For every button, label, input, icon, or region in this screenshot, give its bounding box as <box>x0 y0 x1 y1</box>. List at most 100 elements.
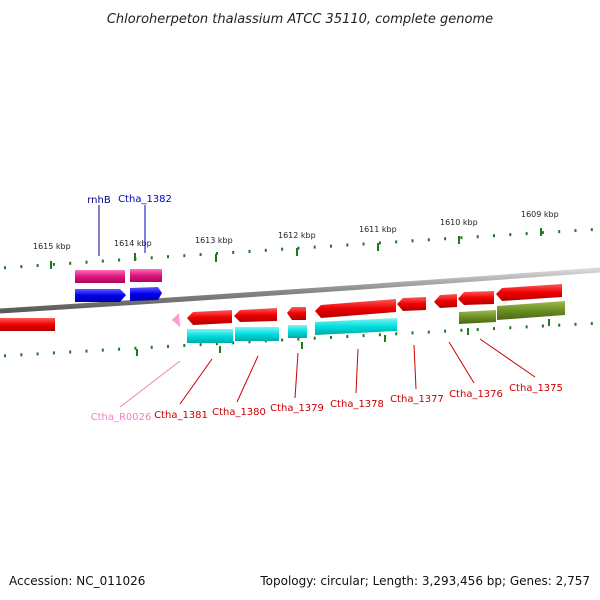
inner-dot-19 <box>313 336 316 340</box>
inner-dot-24 <box>395 332 398 336</box>
cds-ctha-1381[interactable] <box>187 329 233 343</box>
inner-dot-33 <box>541 324 544 328</box>
outer-dot-27 <box>444 237 447 241</box>
tick-1611 <box>377 243 379 251</box>
label-ctha-r0026[interactable]: Ctha_R0026 <box>91 412 152 423</box>
outer-dot-14 <box>232 250 235 254</box>
gene-ctha-1378[interactable] <box>315 299 396 318</box>
inner-dot-12 <box>199 343 202 347</box>
label-ctha-1375[interactable]: Ctha_1375 <box>509 383 563 394</box>
gene-ctha-1381[interactable] <box>187 310 232 325</box>
leader-ctha-1379 <box>294 352 299 399</box>
gene-labels: rnhB Ctha_1382 Ctha_R0026 Ctha_1381 Ctha… <box>87 194 563 423</box>
inner-dot-3 <box>52 351 55 355</box>
tick-1614 <box>134 253 136 261</box>
outer-dot-33 <box>541 231 544 235</box>
inner-dot-28 <box>460 328 463 332</box>
label-ctha-1381[interactable]: Ctha_1381 <box>154 410 208 421</box>
tick-label-1610: 1610 kbp <box>440 218 478 227</box>
outer-dot-5 <box>85 260 88 264</box>
inner-tick-a <box>136 349 138 356</box>
inner-dot-35 <box>574 322 577 326</box>
leader-ctha-1380 <box>236 355 259 403</box>
label-ctha-1380[interactable]: Ctha_1380 <box>212 407 266 418</box>
accession-text: Accession: NC_011026 <box>9 574 146 588</box>
gene-track-outer <box>75 269 162 302</box>
rna-ctha-r0026[interactable] <box>172 313 180 327</box>
gene-ctha-1376b[interactable] <box>458 291 494 305</box>
label-ctha-1377[interactable]: Ctha_1377 <box>390 394 444 405</box>
label-ctha-1382[interactable]: Ctha_1382 <box>118 194 172 205</box>
gene-ctha-1376a[interactable] <box>434 294 457 308</box>
tick-1610 <box>458 236 460 244</box>
inner-dot-6 <box>101 348 104 352</box>
outer-dot-11 <box>183 254 186 258</box>
inner-dot-7 <box>118 347 121 351</box>
cds-ctha-1375[interactable] <box>497 301 565 320</box>
leader-ctha-r0026 <box>119 360 181 408</box>
label-rnhB[interactable]: rnhB <box>87 195 111 206</box>
cds-ctha-1378[interactable] <box>315 318 397 335</box>
leader-ctha-1376 <box>448 341 475 384</box>
tick-label-1609: 1609 kbp <box>521 210 559 219</box>
tick-label-1614: 1614 kbp <box>114 239 152 248</box>
outer-dot-23 <box>378 241 381 245</box>
inner-dot-13 <box>215 342 218 346</box>
gene-ctha-1382[interactable] <box>130 269 162 282</box>
outer-dot-0 <box>4 266 6 270</box>
gene-rnhB[interactable] <box>75 270 125 283</box>
inner-tick-c <box>301 342 303 349</box>
inner-dot-23 <box>378 333 381 337</box>
gene-track-reverse <box>172 284 562 327</box>
inner-dot-20 <box>330 335 332 339</box>
cds-ctha-1382[interactable] <box>130 287 162 301</box>
gene-ctha-1380[interactable] <box>234 308 277 322</box>
inner-dot-34 <box>558 323 561 327</box>
outer-dot-26 <box>427 238 430 242</box>
outer-dot-2 <box>36 264 39 267</box>
cds-rnhB[interactable] <box>75 289 126 302</box>
outer-dot-29 <box>476 235 479 239</box>
outer-dot-25 <box>411 239 414 243</box>
inner-dot-22 <box>362 334 365 338</box>
inner-dot-14 <box>232 341 235 345</box>
inner-dot-30 <box>493 327 495 331</box>
outer-dot-35 <box>574 229 577 233</box>
outer-dot-4 <box>69 261 72 265</box>
gene-ctha-1379[interactable] <box>287 307 306 320</box>
cds-ctha-1380[interactable] <box>235 327 279 341</box>
inner-dot-2 <box>36 352 39 356</box>
inner-tick-e <box>467 328 469 335</box>
tick-label-1613: 1613 kbp <box>195 236 233 245</box>
inner-dot-21 <box>346 335 349 338</box>
outer-dot-6 <box>101 259 104 263</box>
cds-ctha-1376[interactable] <box>459 310 496 324</box>
outer-dot-36 <box>590 228 593 232</box>
outer-dot-7 <box>118 258 121 262</box>
tick-label-1615: 1615 kbp <box>33 242 71 251</box>
outer-dot-1 <box>20 265 23 269</box>
inner-dot-0 <box>4 354 6 358</box>
outer-dot-19 <box>313 245 316 249</box>
outer-tick-ring <box>4 228 593 270</box>
label-leaders <box>98 205 536 408</box>
outer-dot-20 <box>330 244 332 248</box>
outer-dot-28 <box>460 236 463 240</box>
inner-dot-17 <box>281 338 284 342</box>
label-ctha-1378[interactable]: Ctha_1378 <box>330 399 384 410</box>
tick-1609 <box>540 228 542 236</box>
inner-tick-f <box>548 319 550 326</box>
label-ctha-1379[interactable]: Ctha_1379 <box>270 403 324 414</box>
gene-ctha-1377[interactable] <box>397 297 426 311</box>
gene-left-edge[interactable] <box>0 318 55 331</box>
inner-dot-4 <box>69 350 72 354</box>
inner-dot-1 <box>20 353 23 357</box>
inner-tick-b <box>219 346 221 353</box>
gene-ctha-1375[interactable] <box>496 284 562 301</box>
label-ctha-1376[interactable]: Ctha_1376 <box>449 389 503 400</box>
cds-ctha-1379[interactable] <box>288 325 307 338</box>
leader-ctha-1378 <box>355 348 359 394</box>
tick-label-1612: 1612 kbp <box>278 231 316 240</box>
genome-summary-text: Topology: circular; Length: 3,293,456 bp… <box>260 574 590 588</box>
